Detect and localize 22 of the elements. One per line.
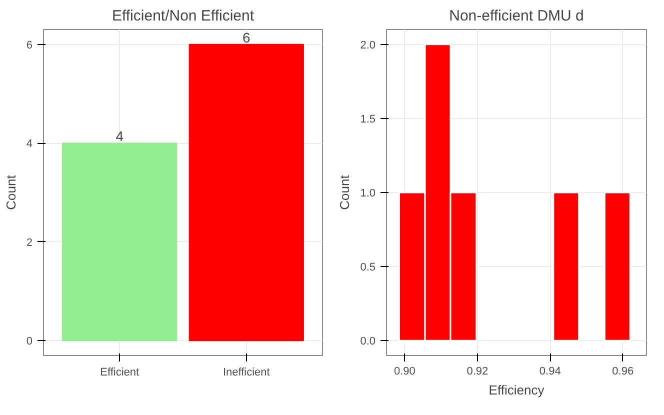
x-tick-label: 0.92 (466, 366, 488, 378)
y-axis-title: Count (337, 174, 352, 210)
y-tick-label: 0.0 (360, 336, 376, 348)
x-tick-label: 0.96 (612, 366, 634, 378)
data-label: 6 (242, 29, 251, 46)
y-tick-label: 1.5 (360, 113, 376, 126)
x-tick-label: 0.90 (394, 366, 416, 378)
y-tick-label: 2 (26, 236, 33, 249)
y-tick-label: 4 (26, 138, 33, 150)
y-axis-title: Count (3, 174, 18, 210)
y-tick-label: 0 (26, 336, 33, 348)
y-tick-label: 0.5 (360, 262, 376, 274)
x-tick-label: Efficient (100, 366, 140, 378)
x-axis-title: Efficiency (488, 382, 545, 398)
y-tick-label: 2.0 (360, 39, 376, 52)
y-tick-label: 1.0 (360, 188, 376, 200)
x-tick-label: 0.94 (539, 366, 561, 378)
chart-title: Non-efficient DMU d (449, 8, 584, 24)
y-tick-label: 6 (26, 39, 33, 52)
data-label: 4 (116, 128, 124, 144)
x-tick-label: Inefficient (222, 366, 270, 378)
chart-title: Efficient/Non Efficient (112, 8, 255, 24)
